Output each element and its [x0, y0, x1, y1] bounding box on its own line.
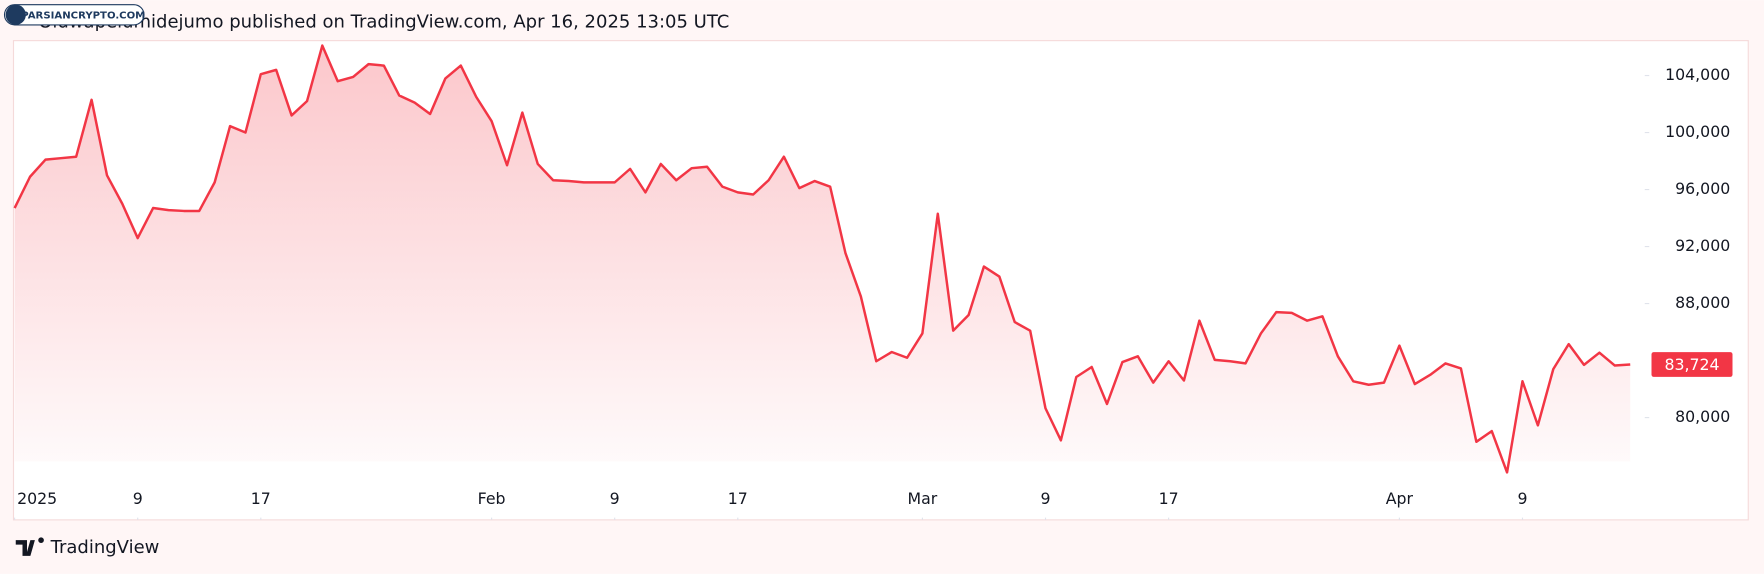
- last-price-label: 83,724: [1664, 355, 1719, 374]
- brand-name: TradingView: [50, 537, 160, 558]
- x-tick-label: Mar: [908, 489, 938, 508]
- price-line: [13, 44, 1631, 474]
- y-tick-label: 80,000: [1675, 407, 1730, 426]
- y-tick-label: 104,000: [1665, 65, 1730, 84]
- y-tick-label: 96,000: [1675, 179, 1730, 198]
- x-tick-label: 9: [1040, 489, 1050, 508]
- y-tick-label: 88,000: [1675, 293, 1730, 312]
- x-tick-label: 9: [1517, 489, 1527, 508]
- y-tick-label: 100,000: [1665, 122, 1730, 141]
- x-tick-label: 17: [251, 489, 271, 508]
- x-tick-label: 9: [610, 489, 620, 508]
- watermark: PARSIANCRYPTO.COM: [21, 10, 145, 21]
- x-tick-label: 17: [728, 489, 748, 508]
- last-price-box: [1651, 352, 1733, 377]
- header-text: Oluwapelumidejumo published on TradingVi…: [38, 12, 729, 33]
- area: [14, 45, 1631, 473]
- brand: TradingView: [15, 537, 160, 558]
- watermark-badge: PARSIANCRYPTO.COM: [3, 4, 145, 26]
- x-tick-label: Feb: [478, 489, 506, 508]
- y-tick-label: 92,000: [1675, 236, 1730, 255]
- x-tick-label: Apr: [1386, 489, 1414, 508]
- x-tick-label: 17: [1159, 489, 1179, 508]
- x-tick-label: 2025: [17, 489, 57, 508]
- x-tick-label: 9: [133, 489, 143, 508]
